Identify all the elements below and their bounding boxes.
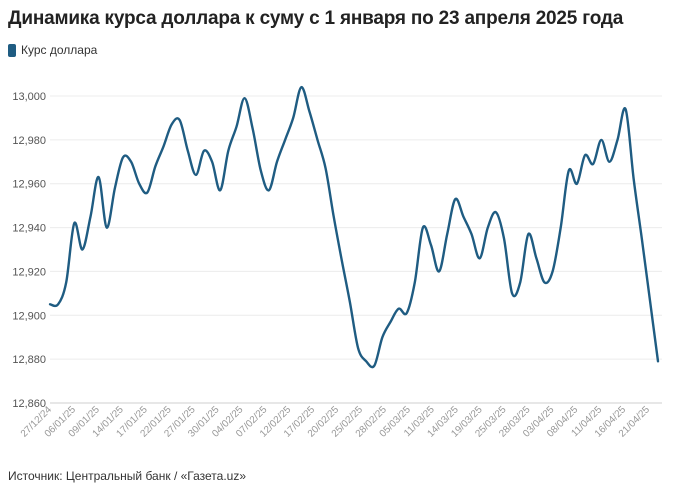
legend-label: Курс доллара [21, 43, 98, 57]
y-tick-label: 12,860 [12, 398, 46, 410]
chart-title: Динамика курса доллара к суму с 1 января… [8, 8, 624, 29]
y-tick-label: 12,900 [12, 310, 46, 322]
source-caption: Источник: Центральный банк / «Газета.uz» [8, 469, 247, 483]
series-line-kurs-dollara [48, 85, 660, 369]
y-tick-label: 12,960 [12, 179, 46, 191]
legend-swatch [8, 43, 16, 57]
y-tick-label: 12,920 [12, 266, 46, 278]
y-tick-label: 12,980 [12, 135, 46, 147]
y-tick-label: 13,000 [12, 91, 46, 103]
y-tick-label: 12,940 [12, 223, 46, 235]
y-tick-label: 12,880 [12, 354, 46, 366]
legend[interactable]: Курс доллара [8, 43, 97, 57]
